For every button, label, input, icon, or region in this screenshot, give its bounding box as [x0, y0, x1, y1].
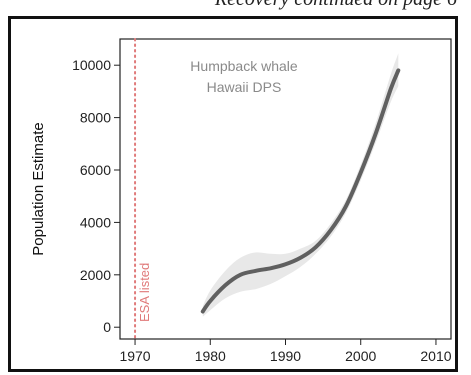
page-continuation-caption: Recovery continued on page 6	[215, 0, 457, 11]
y-tick-label: 2000	[80, 267, 111, 283]
y-tick-label: 4000	[80, 214, 111, 230]
plot-border	[120, 39, 451, 339]
x-tick-label: 1980	[195, 348, 226, 364]
figure-frame: 0 2000 4000 6000 8000 10000 1970 1980 1990 2000 20…	[8, 16, 458, 372]
x-tick-label: 2000	[345, 348, 376, 364]
y-axis-label: Population Estimate	[30, 122, 47, 255]
y-tick-label: 8000	[80, 110, 111, 126]
y-tick-label: 0	[103, 319, 111, 335]
annotation-population-segment: Hawaii DPS	[207, 79, 282, 95]
population-chart: 0 2000 4000 6000 8000 10000 1970 1980 1990 2000 20…	[11, 19, 455, 369]
y-tick-label: 6000	[80, 162, 111, 178]
annotation-species: Humpback whale	[190, 58, 298, 74]
x-tick-label: 1970	[119, 348, 150, 364]
x-tick-label: 1990	[270, 348, 301, 364]
y-tick-label: 10000	[72, 57, 111, 73]
x-tick-label: 2010	[420, 348, 451, 364]
esa-listed-label: ESA listed	[137, 263, 152, 322]
